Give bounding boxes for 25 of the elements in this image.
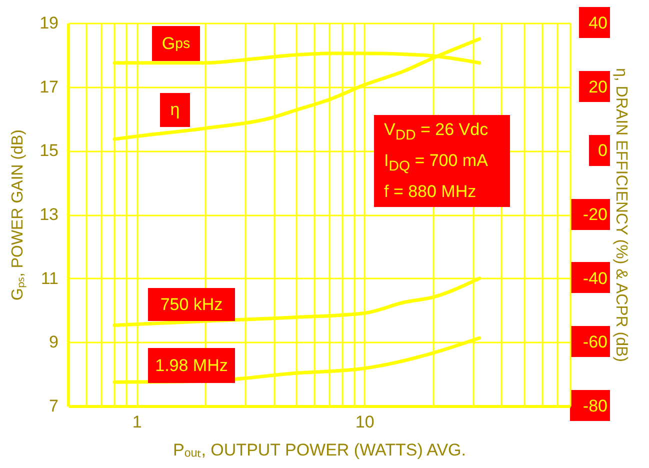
annotation: f = 880 MHz <box>384 181 476 204</box>
y2-axis-title: η, DRAIN EFFICIENCY (%) & ACPR (dB) <box>612 68 630 362</box>
x-tick-label: 10 <box>355 412 374 432</box>
y2-tick-label: 40 <box>588 14 608 32</box>
annotation: I$_{DQ}$ = 700 mA <box>384 150 488 176</box>
y2-tick-label: 20 <box>588 77 608 96</box>
y2-tick-label: 0 <box>598 141 608 160</box>
x-tick-label: 1 <box>132 412 142 432</box>
series-label: 1.98 MHz <box>148 348 235 383</box>
y2-tick-label: -60 <box>582 332 608 352</box>
y-tick-label: 17 <box>40 77 58 96</box>
y-tick-label: 11 <box>40 268 58 288</box>
y-tick-label: 9 <box>49 332 58 352</box>
x-axis-title: Pₒᵤₜ, OUTPUT POWER (WATTS) AVG. <box>172 440 466 460</box>
annotation: V$_{DD}$ = 26 Vdc <box>384 118 488 145</box>
y-tick-label: 13 <box>40 205 58 224</box>
y-tick-label: 19 <box>40 14 58 32</box>
series-label: η <box>160 93 190 127</box>
y-axis-title: Gₚₛ, POWER GAIN (dB) <box>10 129 27 301</box>
y2-tick-label: -40 <box>582 268 608 288</box>
series-label: 750 kHz <box>148 288 235 321</box>
y2-tick-label: -80 <box>582 396 608 416</box>
y-tick-label: 15 <box>40 141 58 160</box>
y2-tick-label: -20 <box>582 205 608 224</box>
y-tick-label: 7 <box>49 396 58 416</box>
